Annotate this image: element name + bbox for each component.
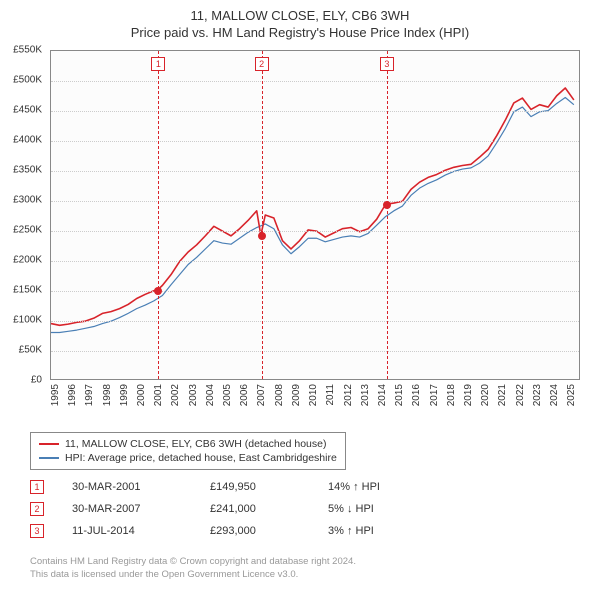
x-tick-label: 1997 [84,384,95,406]
event-hpi: 3% ↑ HPI [328,525,428,537]
gridline [51,171,579,172]
y-tick-label: £400K [13,135,42,146]
event-table: 1 30-MAR-2001 £149,950 14% ↑ HPI 2 30-MAR-200… [30,480,428,546]
event-marker: 2 [255,57,269,71]
x-tick-label: 1999 [119,384,130,406]
x-tick-label: 2019 [463,384,474,406]
x-tick-label: 2006 [239,384,250,406]
event-vline [262,51,263,379]
event-price: £241,000 [210,503,300,515]
x-tick-label: 1995 [50,384,61,406]
event-marker: 1 [151,57,165,71]
event-num-box: 3 [30,524,44,538]
footer: Contains HM Land Registry data © Crown c… [30,556,356,582]
x-tick-label: 2023 [532,384,543,406]
legend-label: HPI: Average price, detached house, East… [65,452,337,464]
legend-swatch [39,457,59,459]
y-tick-label: £50K [19,345,42,356]
gridline [51,291,579,292]
legend-swatch [39,443,59,445]
y-axis: £0£50K£100K£150K£200K£250K£300K£350K£400… [0,50,48,380]
x-tick-label: 2021 [497,384,508,406]
x-tick-label: 2015 [394,384,405,406]
event-dot [383,201,391,209]
event-row: 3 11-JUL-2014 £293,000 3% ↑ HPI [30,524,428,538]
x-tick-label: 2017 [429,384,440,406]
x-tick-label: 2005 [222,384,233,406]
x-tick-label: 2002 [170,384,181,406]
legend-item: HPI: Average price, detached house, East… [39,451,337,465]
x-tick-label: 2014 [377,384,388,406]
event-vline [158,51,159,379]
gridline [51,351,579,352]
x-tick-label: 2025 [566,384,577,406]
legend-label: 11, MALLOW CLOSE, ELY, CB6 3WH (detached… [65,438,326,450]
event-price: £149,950 [210,481,300,493]
event-row: 1 30-MAR-2001 £149,950 14% ↑ HPI [30,480,428,494]
gridline [51,111,579,112]
event-num-box: 1 [30,480,44,494]
gridline [51,261,579,262]
series-line [51,98,574,333]
x-tick-label: 1998 [102,384,113,406]
event-hpi: 5% ↓ HPI [328,503,428,515]
footer-line2: This data is licensed under the Open Gov… [30,569,356,582]
event-row: 2 30-MAR-2007 £241,000 5% ↓ HPI [30,502,428,516]
x-tick-label: 2020 [480,384,491,406]
x-tick-label: 2009 [291,384,302,406]
x-tick-label: 2003 [188,384,199,406]
title-address: 11, MALLOW CLOSE, ELY, CB6 3WH [0,8,600,23]
gridline [51,81,579,82]
y-tick-label: £350K [13,165,42,176]
x-tick-label: 1996 [67,384,78,406]
y-tick-label: £300K [13,195,42,206]
gridline [51,141,579,142]
x-tick-label: 2011 [325,384,336,406]
x-tick-label: 2010 [308,384,319,406]
footer-line1: Contains HM Land Registry data © Crown c… [30,556,356,569]
y-tick-label: £150K [13,285,42,296]
x-tick-label: 2022 [515,384,526,406]
x-tick-label: 2001 [153,384,164,406]
y-tick-label: £500K [13,75,42,86]
gridline [51,231,579,232]
y-tick-label: £100K [13,315,42,326]
event-dot [258,232,266,240]
x-tick-label: 2007 [256,384,267,406]
series-svg [51,51,579,379]
event-date: 30-MAR-2007 [72,503,182,515]
y-tick-label: £550K [13,45,42,56]
legend-item: 11, MALLOW CLOSE, ELY, CB6 3WH (detached… [39,437,337,451]
event-date: 30-MAR-2001 [72,481,182,493]
x-tick-label: 2018 [446,384,457,406]
x-tick-label: 2012 [343,384,354,406]
event-price: £293,000 [210,525,300,537]
series-line [51,88,574,325]
event-dot [154,287,162,295]
x-axis: 1995 1996 1997 1998 1999 2000 2001 2002 2003 2004… [50,380,580,430]
gridline [51,321,579,322]
title-subtitle: Price paid vs. HM Land Registry's House … [0,25,600,40]
event-vline [387,51,388,379]
x-tick-label: 2008 [274,384,285,406]
x-tick-label: 2013 [360,384,371,406]
event-num-box: 2 [30,502,44,516]
x-tick-label: 2000 [136,384,147,406]
event-marker: 3 [380,57,394,71]
y-tick-label: £0 [31,375,42,386]
chart-container: 11, MALLOW CLOSE, ELY, CB6 3WH Price pai… [0,0,600,590]
event-date: 11-JUL-2014 [72,525,182,537]
x-tick-label: 2024 [549,384,560,406]
y-tick-label: £250K [13,225,42,236]
y-tick-label: £200K [13,255,42,266]
x-tick-label: 2016 [411,384,422,406]
title-block: 11, MALLOW CLOSE, ELY, CB6 3WH Price pai… [0,0,600,40]
x-tick-label: 2004 [205,384,216,406]
y-tick-label: £450K [13,105,42,116]
event-hpi: 14% ↑ HPI [328,481,428,493]
gridline [51,201,579,202]
legend: 11, MALLOW CLOSE, ELY, CB6 3WH (detached… [30,432,346,470]
plot-area: 1 2 3 [50,50,580,380]
